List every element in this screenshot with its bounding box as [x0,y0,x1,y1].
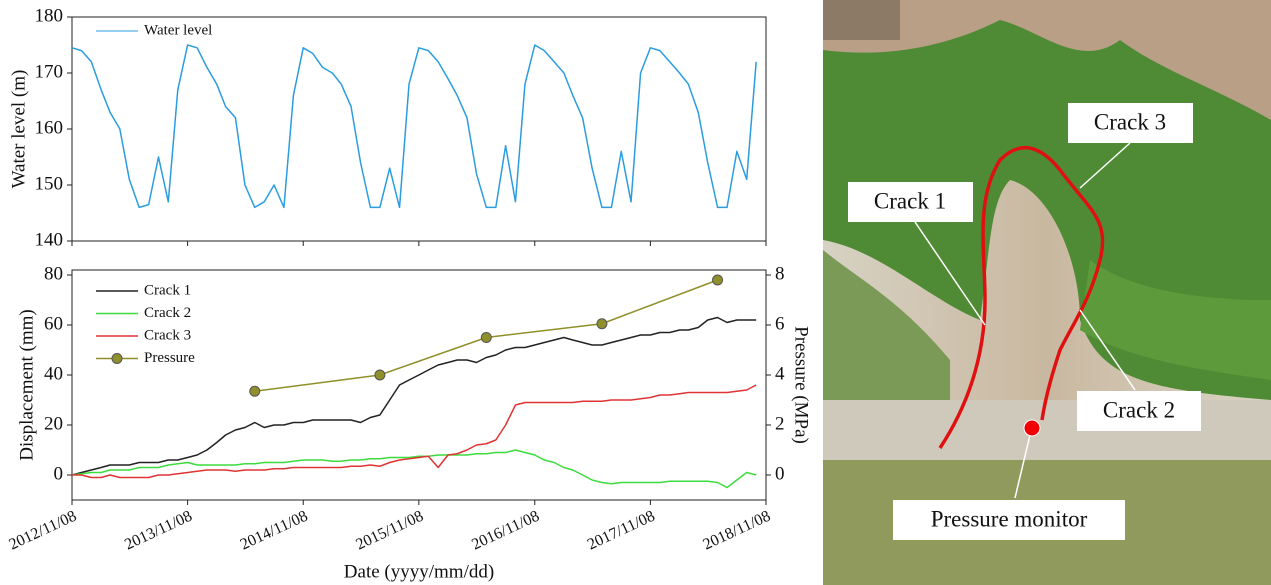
plot-frame [72,17,766,241]
legend-marker [112,354,122,364]
series-marker [375,370,385,380]
series-line [72,450,756,488]
photo-label: Crack 2 [1103,397,1175,422]
y2-tick-label: 4 [775,363,785,384]
photo-cliff-base [823,400,1271,465]
x-tick-label: 2018/11/08 [701,508,774,554]
x-tick-label: 2016/11/08 [469,508,542,554]
x-tick-label: 2013/11/08 [122,508,195,554]
figure: Crack 3 Crack 1 Crack 2 Pressure monitor… [0,0,1271,585]
y-tick-label: 160 [35,117,64,138]
series-line [72,45,756,207]
legend-label: Crack 1 [144,282,191,298]
y-tick-label: 140 [35,229,64,250]
legend-label: Crack 2 [144,305,191,321]
y2-tick-label: 2 [775,413,785,434]
y2-tick-label: 0 [775,463,785,484]
series-marker [250,386,260,396]
legend-label: Crack 3 [144,327,191,343]
x-tick-label: 2012/11/08 [7,508,80,554]
photo-label: Crack 1 [874,188,946,213]
series-marker [597,319,607,329]
x-tick-label: 2017/11/08 [585,508,658,554]
y2-tick-label: 8 [775,263,785,284]
series-marker [481,333,491,343]
y-tick-label: 180 [35,5,64,26]
y-tick-label: 80 [44,263,63,284]
photo-rock [823,0,900,40]
legend-label: Pressure [144,350,195,366]
photo-label: Crack 3 [1094,109,1166,134]
x-axis-label: Date (yyyy/mm/dd) [344,561,494,582]
y-axis-label: Water level (m) [8,70,29,189]
y-tick-label: 0 [54,463,64,484]
y-tick-label: 170 [35,61,64,82]
y2-tick-label: 6 [775,313,785,334]
legend-label: Water level [144,22,212,38]
series-marker [713,275,723,285]
x-tick-label: 2015/11/08 [353,508,426,554]
x-tick-label: 2014/11/08 [238,508,311,554]
photo: Crack 3 Crack 1 Crack 2 Pressure monitor [823,0,1271,585]
y2-axis-label: Pressure (MPa) [791,326,812,444]
photo-label: Pressure monitor [931,506,1088,531]
y-tick-label: 40 [44,363,63,384]
y-axis-label: Displacement (mm) [16,309,37,460]
y-tick-label: 150 [35,173,64,194]
y-tick-label: 20 [44,413,63,434]
y-tick-label: 60 [44,313,63,334]
pressure-monitor-dot [1024,420,1040,436]
